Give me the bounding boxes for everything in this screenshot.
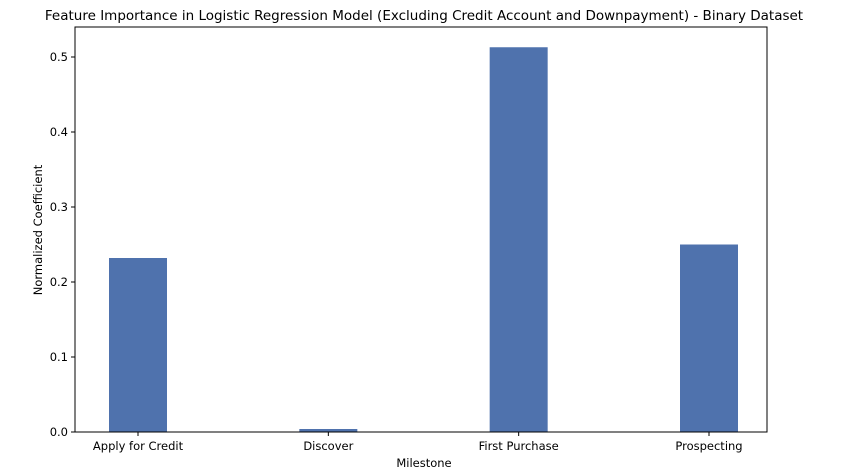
bar: [109, 258, 167, 432]
y-tick-label: 0.1: [50, 350, 68, 364]
y-tick-label: 0.5: [50, 50, 68, 64]
plot-frame: [74, 26, 768, 433]
bar: [680, 244, 738, 432]
bar: [299, 429, 358, 432]
x-tick-label: Discover: [303, 439, 353, 453]
x-tick-label: First Purchase: [479, 439, 559, 453]
y-tick-label: 0.4: [50, 125, 68, 139]
y-tick-label: 0.2: [50, 275, 68, 289]
bar: [489, 47, 548, 432]
chart-title: Feature Importance in Logistic Regressio…: [45, 8, 803, 24]
y-tick-label: 0.0: [50, 425, 68, 439]
y-axis-label: Normalized Coefficient: [31, 164, 45, 295]
y-axis: 0.0 0.1 0.2 0.3 0.4 0.5: [50, 50, 75, 439]
x-axis-label: Milestone: [396, 456, 451, 470]
x-axis: Apply for Credit Discover First Purchase Pr…: [93, 432, 743, 453]
x-tick-label: Apply for Credit: [93, 439, 184, 453]
x-tick-label: Prospecting: [675, 439, 742, 453]
y-tick-label: 0.3: [50, 200, 68, 214]
bars-group: [109, 47, 738, 432]
plot-area: [74, 26, 768, 433]
